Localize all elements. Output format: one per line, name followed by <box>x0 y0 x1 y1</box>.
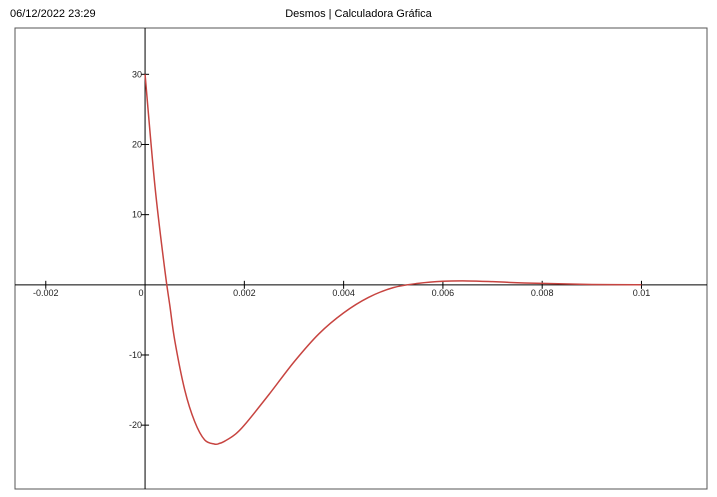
y-tick-label: -20 <box>129 420 142 430</box>
x-tick-label: 0.002 <box>233 288 256 298</box>
x-axis: -0.002 0 0.002 0.004 0.006 0.008 0.01 <box>15 280 707 298</box>
y-tick-label: -10 <box>129 350 142 360</box>
function-curve[interactable] <box>144 74 642 446</box>
x-tick-label: 0.01 <box>633 288 651 298</box>
print-header: 06/12/2022 23:29 Desmos | Calculadora Gr… <box>0 0 717 22</box>
y-tick-label: 10 <box>132 210 142 220</box>
x-tick-label: -0.002 <box>33 288 59 298</box>
x-tick-label: 0.006 <box>432 288 455 298</box>
page-title: Desmos | Calculadora Gráfica <box>285 8 432 20</box>
y-tick-label: 20 <box>132 139 142 149</box>
plot-frame <box>14 27 708 490</box>
print-timestamp: 06/12/2022 23:29 <box>10 8 96 20</box>
y-tick-label: 30 <box>132 69 142 79</box>
y-axis: 30 20 10 -10 -20 <box>129 28 150 489</box>
x-tick-label: 0 <box>139 288 144 298</box>
x-tick-label: 0.004 <box>332 288 355 298</box>
x-tick-label: 0.008 <box>531 288 554 298</box>
